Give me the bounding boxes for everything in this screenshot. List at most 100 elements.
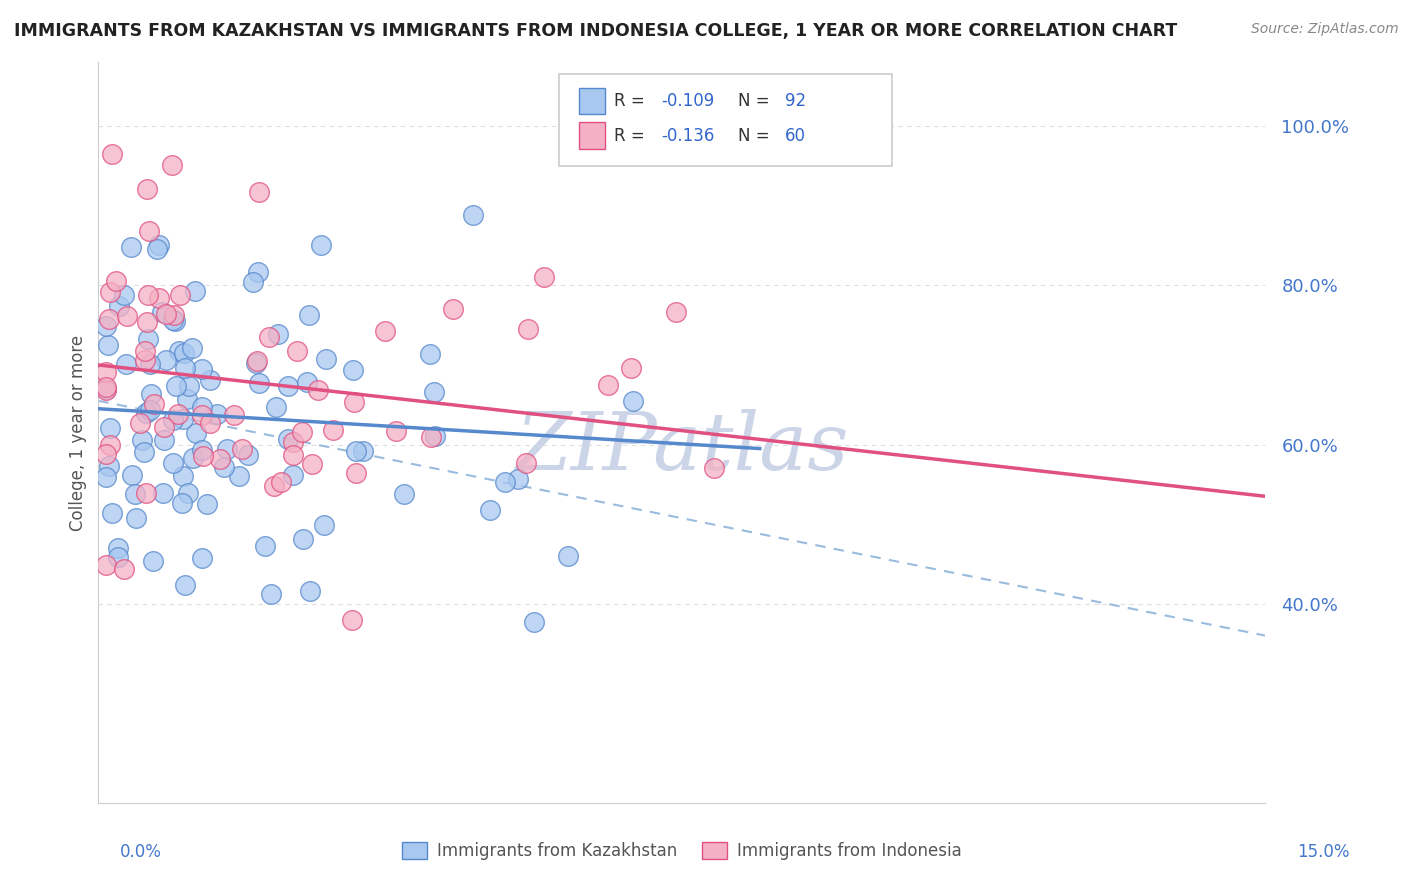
Point [191,442,214,457]
Point [96,365,118,379]
Point [231,442,253,456]
Point [494,475,516,490]
Point [150,304,173,318]
Point [191,361,214,376]
Point [176,392,198,406]
Point [245,355,267,369]
Point [311,237,333,252]
Point [195,496,218,510]
Point [260,587,283,601]
Point [516,322,538,336]
Point [148,238,170,252]
Text: R =: R = [614,127,650,145]
Point [209,451,232,466]
Point [344,466,367,480]
Point [283,448,305,462]
Point [152,433,174,447]
Point [281,467,304,482]
Point [340,613,363,627]
Point [301,457,323,471]
Point [277,432,299,446]
Point [266,400,288,414]
Point [105,274,128,288]
Point [198,373,221,387]
Point [142,397,165,411]
Point [160,158,183,172]
Point [162,312,184,326]
Point [134,352,156,367]
Point [96,319,118,334]
Point [254,540,277,554]
Point [703,460,725,475]
Point [131,433,153,447]
FancyBboxPatch shape [579,122,605,149]
Point [441,302,464,317]
Text: 15.0%: 15.0% [1298,843,1350,861]
Text: ZIPatlas: ZIPatlas [515,409,849,486]
Point [174,578,197,592]
Point [297,375,319,389]
Point [238,448,260,462]
Point [267,327,290,342]
Point [155,353,177,368]
Point [170,495,193,509]
Point [257,330,280,344]
Point [97,458,120,473]
Point [96,383,118,397]
Point [283,434,305,449]
Point [139,358,162,372]
Point [153,419,176,434]
Point [242,275,264,289]
Point [423,384,446,399]
Point [124,486,146,500]
Point [129,416,152,430]
Point [523,615,546,629]
Point [135,182,157,196]
Point [665,305,688,319]
Point [307,383,329,397]
Text: R =: R = [614,92,650,110]
Point [322,423,344,437]
Text: IMMIGRANTS FROM KAZAKHSTAN VS IMMIGRANTS FROM INDONESIA COLLEGE, 1 YEAR OR MORE : IMMIGRANTS FROM KAZAKHSTAN VS IMMIGRANTS… [14,22,1177,40]
Point [135,406,157,420]
Point [392,487,415,501]
Point [120,239,142,253]
Point [108,299,131,313]
Point [97,312,120,326]
Point [184,284,207,298]
Point [107,541,129,555]
Point [515,456,537,470]
Point [215,442,238,457]
Point [167,407,190,421]
Point [277,378,299,392]
Point [101,147,124,161]
Point [181,451,204,466]
Point [97,337,120,351]
Point [315,351,337,366]
Point [291,425,314,440]
Point [247,376,270,390]
Point [533,270,555,285]
Point [621,394,644,409]
Point [169,288,191,302]
FancyBboxPatch shape [560,73,891,166]
Point [184,426,207,441]
Text: -0.109: -0.109 [661,92,714,110]
Text: 60: 60 [785,127,806,145]
Text: 0.0%: 0.0% [120,843,162,861]
Text: N =: N = [738,92,775,110]
Point [107,549,129,564]
Point [173,361,195,376]
Point [352,443,374,458]
Point [191,408,214,422]
Point [343,395,366,409]
Point [134,344,156,359]
Point [180,341,202,355]
Point [191,400,214,414]
Point [115,357,138,371]
Point [298,308,321,322]
Point [557,549,579,563]
Point [96,470,118,484]
Point [163,308,186,322]
Point [172,412,194,426]
